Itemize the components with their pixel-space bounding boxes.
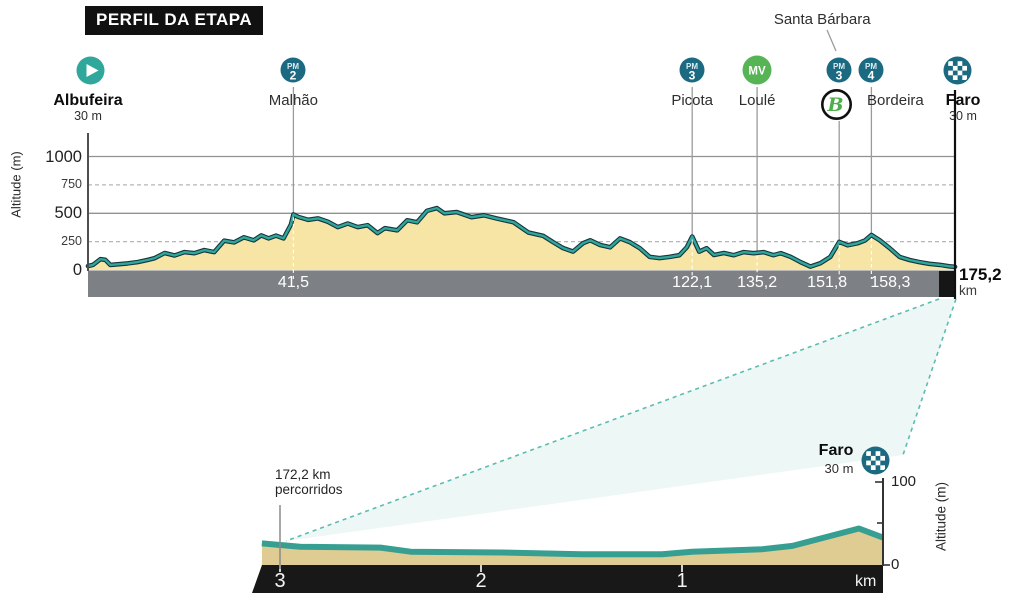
- waypoint-callout-name: Santa Bárbara: [773, 11, 871, 28]
- svg-text:3: 3: [836, 69, 843, 83]
- final-x-axis-bar: [252, 565, 883, 593]
- pm-climb-icon: PM3: [826, 57, 852, 83]
- y-tick-label-500: 500: [54, 204, 82, 223]
- start-play-icon: [76, 56, 104, 84]
- svg-text:PM: PM: [287, 62, 299, 71]
- waypoint-icon-finish: [943, 56, 972, 90]
- title-badge: PERFIL DA ETAPA: [85, 6, 264, 35]
- y-tick-label-250: 250: [61, 234, 82, 249]
- waypoint-icon-start: [76, 56, 105, 90]
- bar-km-label: 158,3: [870, 274, 911, 291]
- final-km-segment: [939, 271, 955, 297]
- final-chart-x-unit: km: [855, 573, 877, 590]
- bar-km-label: 151,8: [807, 274, 848, 291]
- final-x-tick-label: 2: [475, 570, 487, 592]
- bar-km-label: 135,2: [737, 274, 778, 291]
- bar-km-label: 41,5: [277, 274, 309, 291]
- waypoint-icon-pm: PM 3: [826, 57, 852, 88]
- finish-checkered-icon: [943, 56, 971, 84]
- bonification-b-icon: B: [820, 88, 853, 126]
- pm-climb-icon: PM2: [280, 57, 306, 83]
- total-distance-unit: km: [959, 283, 977, 298]
- main-y-axis-title: Altitude (m): [8, 151, 24, 218]
- zoom-connector-right: [902, 298, 957, 456]
- waypoint-name: Faro: [945, 92, 981, 109]
- pm-climb-icon: PM4: [858, 57, 884, 83]
- distance-covered-line2: percorridos: [275, 482, 343, 497]
- svg-text:PM: PM: [686, 62, 698, 71]
- finish-checkered-icon: [861, 446, 890, 480]
- svg-text:B: B: [827, 94, 844, 116]
- finish-checkered-icon: [861, 446, 890, 475]
- waypoint-name: Malhão: [268, 92, 318, 109]
- zoom-connector-shade: [286, 299, 956, 541]
- waypoint-elevation: 30 m: [74, 109, 102, 123]
- final-y-tick-label-100: 100: [891, 473, 917, 490]
- bar-km-label: 122,1: [672, 274, 713, 291]
- svg-text:2: 2: [290, 69, 297, 83]
- final-chart-finish-name: Faro: [818, 442, 854, 459]
- waypoint-name: Bordeira: [867, 92, 924, 109]
- waypoint-icon-pm: PM 3: [679, 57, 705, 88]
- svg-text:MV: MV: [748, 66, 766, 78]
- distance-covered-line1: 172,2 km: [275, 467, 331, 482]
- waypoint-elevation: 30 m: [949, 109, 977, 123]
- distance-covered-note: 172,2 km percorridos: [275, 467, 343, 497]
- svg-text:3: 3: [689, 69, 696, 83]
- svg-text:4: 4: [868, 69, 875, 83]
- y-tick-label-750: 750: [61, 177, 82, 192]
- y-tick-label-0: 0: [72, 261, 82, 279]
- final-y-tick-label-0: 0: [891, 556, 900, 573]
- final-x-tick-label: 3: [274, 570, 286, 592]
- final-elevation-area: [261, 528, 883, 565]
- distance-bar: [88, 271, 955, 297]
- waypoint-icon-mv: MV: [742, 55, 772, 90]
- final-x-tick-label: 1: [676, 570, 688, 592]
- waypoint-icon-pm: PM 4: [858, 57, 884, 88]
- final-y-axis-title: Altitude (m): [933, 481, 949, 552]
- waypoint-icon-pm: PM 2: [280, 57, 306, 88]
- svg-text:PM: PM: [833, 62, 845, 71]
- elevation-line: [86, 206, 957, 268]
- waypoint-name: Picota: [671, 92, 714, 109]
- mv-sprint-icon: MV: [742, 55, 772, 85]
- total-distance-value: 175,2: [959, 265, 1002, 284]
- svg-text:PM: PM: [865, 62, 877, 71]
- final-chart-finish-elevation: 30 m: [824, 461, 854, 476]
- final-elevation-line: [261, 525, 885, 558]
- pm-climb-icon: PM3: [679, 57, 705, 83]
- y-tick-label-1000: 1000: [45, 147, 82, 166]
- waypoint-name: Loulé: [738, 92, 776, 109]
- waypoint-name: Albufeira: [53, 92, 123, 109]
- callout-pointer-line: [826, 29, 837, 52]
